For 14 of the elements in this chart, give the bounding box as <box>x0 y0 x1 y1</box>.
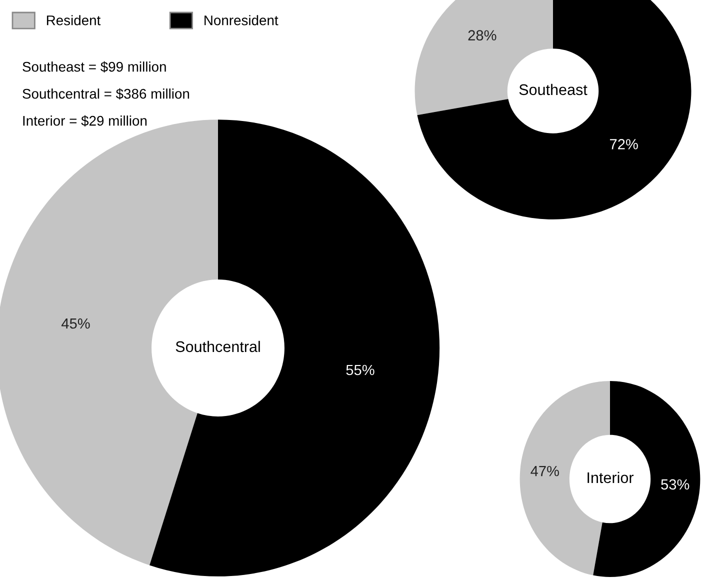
data-label: 72% <box>610 139 638 150</box>
data-label: 55% <box>346 364 374 376</box>
data-label: 53% <box>661 479 690 490</box>
text: Southeast <box>519 84 588 96</box>
text: Interior = $29 million <box>23 115 147 127</box>
legend-label: Resident <box>46 15 101 26</box>
data-label: 47% <box>530 466 559 476</box>
legend-label: Nonresident <box>204 15 278 26</box>
text: Southeast = $99 million <box>22 61 166 73</box>
text: Southcentral = $386 million <box>22 88 190 100</box>
text: Southcentral <box>176 340 260 352</box>
data-label: 45% <box>61 318 90 329</box>
text: Interior <box>588 472 634 484</box>
data-label: 28% <box>468 30 496 40</box>
